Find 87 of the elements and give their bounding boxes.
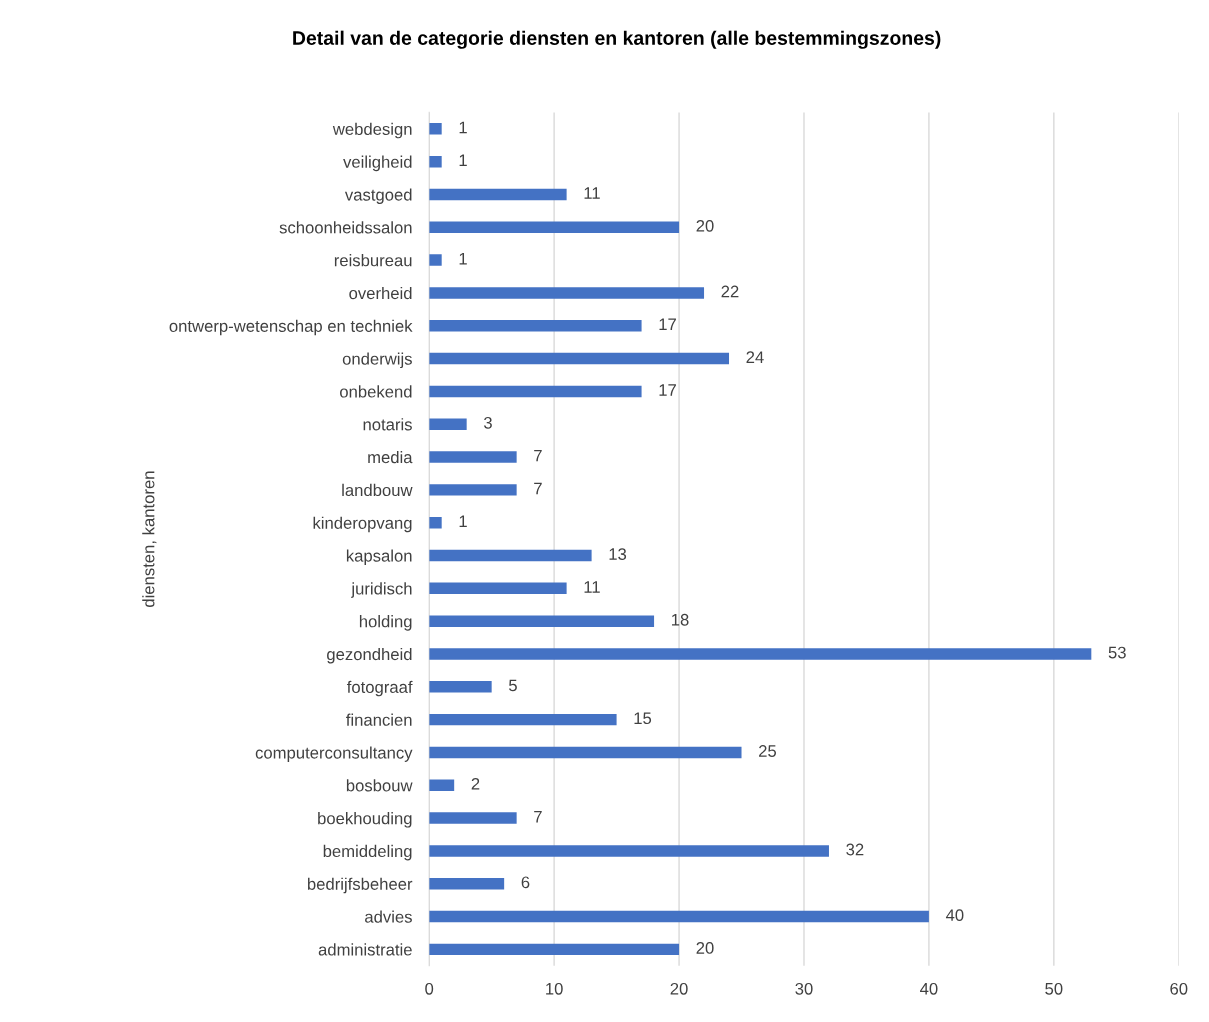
- bar: [429, 385, 642, 398]
- y-tick-label: notaris: [363, 418, 412, 431]
- bar: [429, 746, 742, 759]
- x-tick-label: 20: [670, 982, 688, 995]
- data-label: 25: [759, 745, 777, 757]
- bar: [429, 549, 592, 562]
- data-label: 7: [534, 449, 542, 462]
- bar: [429, 287, 705, 299]
- y-tick-label: ontwerp-wetenschap en techniek: [169, 319, 413, 336]
- data-label: 2: [471, 777, 480, 790]
- data-label: 22: [721, 285, 739, 298]
- y-tick-label: boekhouding: [318, 812, 412, 828]
- bar: [429, 713, 617, 726]
- data-label: 20: [696, 219, 714, 232]
- bar: [429, 681, 492, 693]
- bar: [429, 910, 929, 923]
- bar: [429, 418, 467, 430]
- data-label: 1: [459, 252, 467, 265]
- y-tick-label: onderwijs: [342, 352, 412, 369]
- y-tick-label: overheid: [349, 286, 412, 300]
- y-tick-label: landbouw: [342, 483, 413, 497]
- data-label: 20: [696, 942, 714, 954]
- data-label: 11: [584, 581, 600, 593]
- y-tick-label: computerconsultancy: [255, 746, 413, 762]
- data-label: 3: [483, 416, 492, 429]
- y-tick-label: vastgoed: [344, 188, 412, 204]
- bar: [429, 877, 505, 890]
- data-label: 18: [672, 613, 689, 626]
- data-label: 1: [459, 515, 467, 527]
- data-label: 24: [746, 351, 764, 363]
- data-label: 32: [846, 843, 864, 856]
- bar: [429, 812, 517, 824]
- x-tick-label: 60: [1170, 982, 1188, 995]
- bar: [429, 845, 829, 857]
- bar: [429, 582, 567, 595]
- x-tick-label: 50: [1045, 982, 1063, 995]
- data-label: 6: [521, 876, 530, 889]
- data-label: 15: [634, 712, 652, 725]
- y-tick-label: schoonheidssalon: [279, 221, 412, 234]
- y-tick-label: holding: [359, 615, 412, 631]
- bar: [429, 615, 655, 627]
- y-tick-label: bedrijfsbeheer: [307, 877, 413, 894]
- y-axis-title: diensten, kantoren: [142, 471, 157, 607]
- y-tick-label: gezondheid: [327, 647, 412, 664]
- y-tick-label: advies: [365, 910, 412, 923]
- data-label: 17: [659, 318, 676, 331]
- bar: [429, 155, 442, 168]
- y-tick-label: veiligheid: [343, 155, 412, 172]
- data-label: 5: [508, 679, 517, 692]
- bar: [429, 451, 517, 463]
- x-tick-label: 0: [425, 982, 434, 995]
- bar: [429, 648, 1092, 660]
- data-label: 40: [945, 909, 964, 922]
- bar: [429, 254, 442, 266]
- x-tick-label: 30: [795, 982, 813, 995]
- y-tick-label: fotograaf: [346, 680, 413, 697]
- data-label: 17: [659, 384, 676, 396]
- bar: [429, 123, 442, 135]
- bar: [429, 188, 567, 201]
- y-tick-label: media: [368, 451, 413, 464]
- bar: [429, 516, 442, 529]
- data-label: 7: [534, 482, 542, 495]
- x-tick-label: 10: [546, 982, 563, 995]
- data-label: 7: [534, 810, 542, 823]
- data-label: 11: [584, 187, 600, 199]
- y-tick-label: kapsalon: [346, 549, 412, 566]
- y-tick-label: bosbouw: [346, 779, 413, 792]
- data-label: 13: [609, 548, 627, 560]
- data-label: 1: [459, 121, 467, 134]
- chart-title: Detail van de categorie diensten en kantoren (alle bestemmingszones): [293, 30, 941, 49]
- bar: [429, 352, 730, 365]
- y-tick-label: kinderopvang: [313, 516, 412, 533]
- bar: [429, 320, 642, 332]
- y-tick-label: bemiddeling: [323, 844, 412, 861]
- data-label: 53: [1108, 646, 1126, 659]
- y-tick-label: administratie: [318, 943, 412, 956]
- data-label: 1: [459, 154, 467, 166]
- bar: [429, 484, 517, 496]
- y-tick-label: juridisch: [350, 582, 412, 598]
- bar: [429, 221, 680, 234]
- x-tick-label: 40: [920, 982, 938, 995]
- bar: [429, 943, 680, 956]
- bar: [429, 779, 455, 792]
- y-tick-label: financien: [346, 713, 412, 726]
- y-tick-label: reisbureau: [334, 254, 412, 267]
- y-tick-label: onbekend: [340, 385, 412, 398]
- y-tick-label: webdesign: [332, 122, 412, 139]
